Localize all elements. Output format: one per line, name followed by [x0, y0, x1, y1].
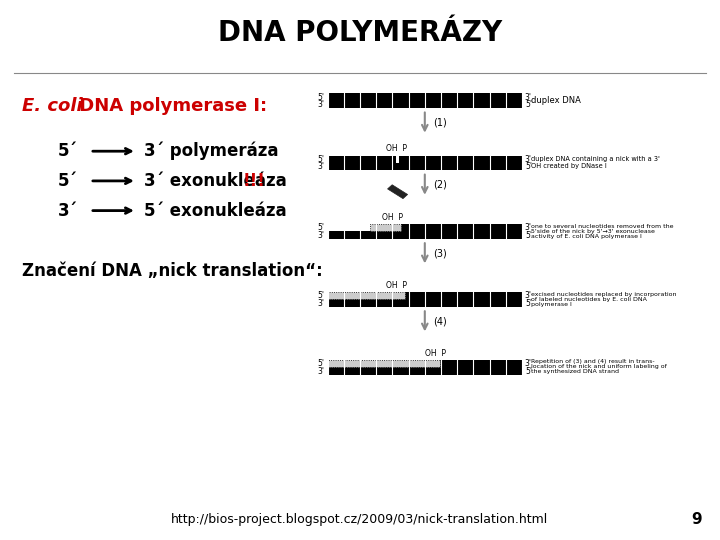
Text: 3': 3'	[525, 291, 532, 300]
Text: (1): (1)	[433, 118, 447, 127]
Text: OH created by DNase I: OH created by DNase I	[531, 164, 606, 170]
Bar	[328, 299, 522, 307]
Bar	[402, 224, 522, 231]
Bar	[441, 360, 522, 367]
Bar	[328, 156, 396, 163]
Text: 3': 3'	[525, 92, 532, 102]
Text: OH  P: OH P	[425, 349, 446, 358]
Bar	[328, 292, 405, 299]
Text: (3): (3)	[433, 248, 447, 258]
Text: location of the nick and uniform labeling of: location of the nick and uniform labelin…	[531, 364, 667, 369]
Text: (4): (4)	[433, 316, 447, 326]
Text: 9: 9	[691, 511, 702, 526]
Text: 5': 5'	[318, 154, 325, 164]
Text: 5': 5'	[318, 359, 325, 368]
Bar	[328, 163, 522, 170]
Text: 3': 3'	[318, 100, 325, 109]
Text: 3´ polymeráza: 3´ polymeráza	[144, 142, 279, 160]
Text: 3': 3'	[318, 231, 325, 240]
Text: duplex DNA containing a nick with a 3': duplex DNA containing a nick with a 3'	[531, 156, 660, 161]
Text: OH  P: OH P	[386, 144, 407, 153]
Text: activity of E. coli DNA polymerase I: activity of E. coli DNA polymerase I	[531, 234, 642, 239]
Bar	[328, 367, 522, 375]
Text: DNA POLYMERÁZY: DNA POLYMERÁZY	[218, 19, 502, 47]
Text: 5'side of the nick by 5'→3' exonuclease: 5'side of the nick by 5'→3' exonuclease	[531, 229, 654, 234]
Bar	[405, 292, 522, 299]
Text: 5': 5'	[318, 92, 325, 102]
Text: 3': 3'	[525, 154, 532, 164]
Text: OH  P: OH P	[386, 281, 407, 290]
Text: the synthesized DNA strand: the synthesized DNA strand	[531, 369, 618, 374]
Text: 5': 5'	[525, 299, 532, 308]
Bar	[328, 231, 522, 239]
Text: 3': 3'	[525, 223, 532, 232]
Bar	[399, 156, 522, 163]
Text: 5': 5'	[525, 367, 532, 376]
Text: 3´ exonukleáza: 3´ exonukleáza	[144, 172, 287, 190]
Polygon shape	[387, 185, 408, 199]
Text: !!!: !!!	[243, 172, 266, 190]
Text: OH  P: OH P	[382, 213, 403, 222]
Bar	[328, 360, 441, 367]
Text: 3': 3'	[318, 367, 325, 376]
Text: Značení DNA „nick translation“:: Značení DNA „nick translation“:	[22, 262, 323, 280]
Text: 5': 5'	[525, 162, 532, 171]
Bar	[328, 100, 522, 108]
Text: one to several nucleotides removed from the: one to several nucleotides removed from …	[531, 224, 673, 229]
Text: of labeled nucleotides by E. coli DNA: of labeled nucleotides by E. coli DNA	[531, 297, 647, 302]
Text: 5': 5'	[525, 231, 532, 240]
Text: E. coli: E. coli	[22, 97, 82, 115]
Text: 3´: 3´	[58, 201, 78, 220]
Text: polymerase I: polymerase I	[531, 302, 572, 307]
Text: http://bios-project.blogspot.cz/2009/03/nick-translation.html: http://bios-project.blogspot.cz/2009/03/…	[171, 514, 549, 526]
Text: excised nucleotides replaced by incorporation: excised nucleotides replaced by incorpor…	[531, 292, 676, 297]
Text: 5´ exonukleáza: 5´ exonukleáza	[144, 201, 287, 220]
Bar	[328, 93, 522, 100]
Text: Repetition of (3) and (4) result in trans-: Repetition of (3) and (4) result in tran…	[531, 359, 654, 364]
Text: 5': 5'	[525, 100, 532, 109]
Text: duplex DNA: duplex DNA	[531, 96, 580, 105]
Text: 5´: 5´	[58, 142, 78, 160]
Text: 3': 3'	[318, 162, 325, 171]
Text: DNA polymerase I:: DNA polymerase I:	[73, 97, 268, 115]
Text: 3': 3'	[318, 299, 325, 308]
Text: (2): (2)	[433, 180, 447, 190]
Bar	[370, 224, 402, 231]
Text: 5´: 5´	[58, 172, 78, 190]
Text: 5': 5'	[318, 291, 325, 300]
Text: 5': 5'	[318, 223, 325, 232]
Text: 3': 3'	[525, 359, 532, 368]
